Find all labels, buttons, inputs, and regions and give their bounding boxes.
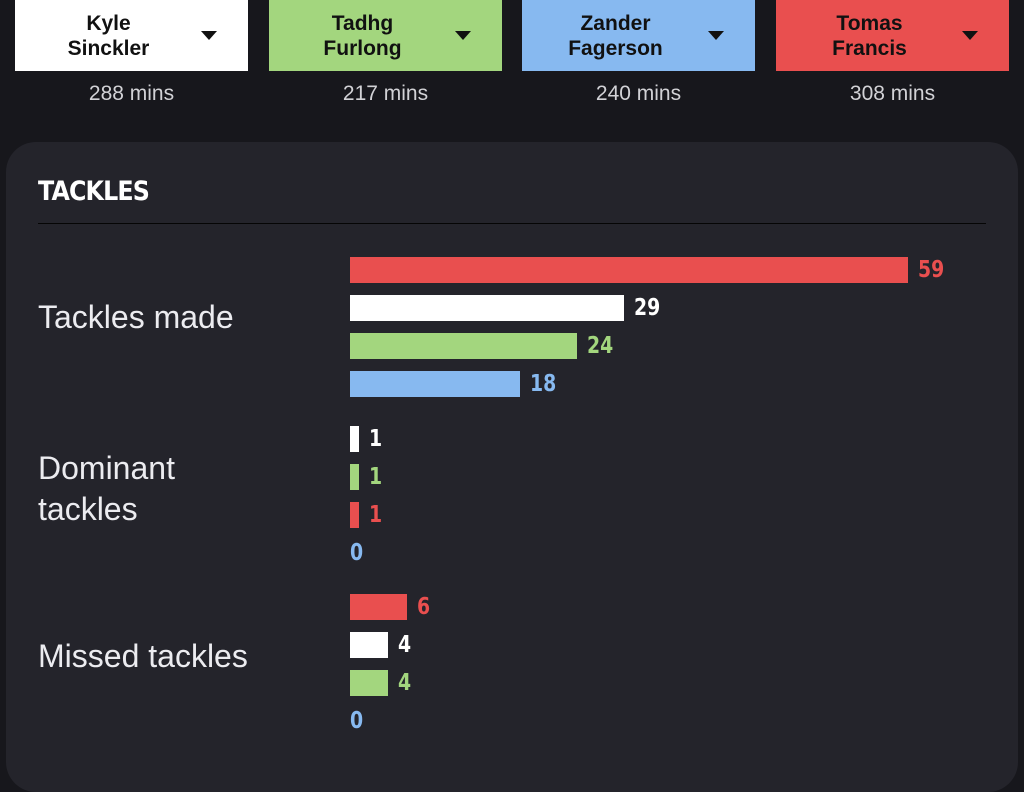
player-minutes: 288 mins [88,82,175,105]
caret-down-icon [962,31,978,40]
player-selector-1: Kyle Sinckler 288 mins [15,0,248,106]
player-dropdown-2[interactable]: Tadhg Furlong [269,0,502,71]
player-minutes: 240 mins [595,82,682,105]
stat-bar [350,426,359,452]
player-minutes: 217 mins [342,82,429,105]
stat-bar [350,371,520,397]
player-selector-4: Tomas Francis 308 mins [776,0,1009,106]
stat-value: 1 [369,464,383,490]
tackles-card: TACKLES Tackles made 59 29 24 18 Dominant tac… [6,142,1018,792]
stat-bar [350,502,359,528]
caret-down-icon [708,31,724,40]
stat-value: 1 [369,426,383,452]
stat-bar [350,632,388,658]
stat-value: 29 [634,295,661,321]
player-minutes: 308 mins [849,82,936,105]
stat-value: 59 [918,257,945,283]
stat-value: 6 [417,594,431,620]
player-name: Tadhg Furlong [323,12,402,60]
section-title: TACKLES [38,176,150,207]
stat-bar [350,295,624,321]
player-selector-3: Zander Fagerson 240 mins [522,0,755,106]
stat-value: 1 [369,502,383,528]
stat-bar [350,670,388,696]
player-name: Kyle Sinckler [67,12,150,60]
player-selector-2: Tadhg Furlong 217 mins [269,0,502,106]
stat-value: 0 [350,540,364,566]
player-name: Zander Fagerson [568,12,663,60]
player-selectors: Kyle Sinckler 288 mins Tadhg Furlong 217… [0,0,1024,120]
stat-value: 4 [398,632,412,658]
caret-down-icon [201,31,217,40]
stat-value: 18 [530,371,557,397]
stat-bar [350,594,407,620]
player-dropdown-1[interactable]: Kyle Sinckler [15,0,248,71]
section-divider [38,223,986,224]
player-dropdown-3[interactable]: Zander Fagerson [522,0,755,71]
stat-bar [350,464,359,490]
stat-label: Missed tackles [38,638,248,674]
stat-value: 24 [587,333,614,359]
stat-bar [350,257,908,283]
caret-down-icon [455,31,471,40]
player-dropdown-4[interactable]: Tomas Francis [776,0,1009,71]
stat-value: 0 [350,708,364,734]
player-name: Tomas Francis [832,12,907,60]
stat-bar [350,333,577,359]
stat-label: Tackles made [38,299,234,335]
stat-label: Dominant tackles [38,450,175,527]
stat-value: 4 [398,670,412,696]
